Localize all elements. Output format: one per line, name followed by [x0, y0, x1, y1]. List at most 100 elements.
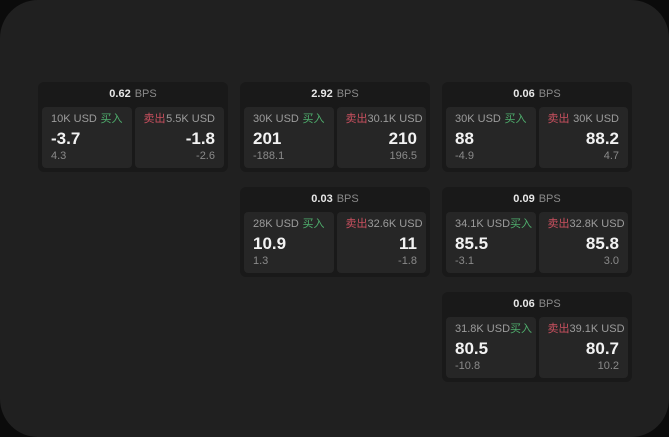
quote-body: 34.1K USD 买入 85.5 -3.1 卖出 32.8K USD 85.8… [442, 212, 632, 277]
quote-body: 28K USD 买入 10.9 1.3 卖出 32.6K USD 11 -1.8 [240, 212, 430, 277]
sell-panel[interactable]: 卖出 39.1K USD 80.7 10.2 [538, 317, 628, 378]
buy-label: 买入 [302, 113, 325, 125]
sell-label: 卖出 [547, 218, 570, 230]
quote-card: 2.92 BPS 30K USD 买入 201 -188.1 卖出 30.1K … [240, 82, 430, 172]
sell-price: 88.2 [585, 128, 619, 148]
quote-body: 10K USD 买入 -3.7 4.3 卖出 5.5K USD -1.8 -2.… [38, 107, 228, 172]
buy-panel[interactable]: 31.8K USD 买入 80.5 -10.8 [446, 317, 536, 378]
spread-value: 0.03 [311, 193, 333, 205]
spread-header: 0.62 BPS [38, 82, 228, 107]
spread-value: 2.92 [311, 88, 333, 100]
sell-label: 卖出 [345, 113, 368, 125]
sell-sub-value: 4.7 [603, 150, 619, 162]
sell-sub-value: 196.5 [389, 150, 417, 162]
quote-card: 0.06 BPS 30K USD 买入 88 -4.9 卖出 30K USD 8… [442, 82, 632, 172]
sell-size: 39.1K USD [569, 323, 625, 335]
sell-price: 11 [399, 233, 417, 253]
sell-label: 卖出 [143, 113, 166, 125]
spread-value: 0.62 [109, 88, 131, 100]
quote-card: 0.03 BPS 28K USD 买入 10.9 1.3 卖出 32.6K US… [240, 187, 430, 277]
sell-price: 210 [388, 128, 417, 148]
buy-sub-value: 1.3 [253, 255, 269, 267]
quote-body: 30K USD 买入 88 -4.9 卖出 30K USD 88.2 4.7 [442, 107, 632, 172]
buy-size: 30K USD [253, 113, 299, 125]
spread-unit: BPS [538, 88, 561, 100]
buy-sub-value: -4.9 [455, 150, 474, 162]
sell-panel[interactable]: 卖出 30.1K USD 210 196.5 [336, 107, 426, 168]
spread-value: 0.06 [513, 88, 535, 100]
buy-top-row: 31.8K USD 买入 [455, 323, 532, 335]
buy-size: 30K USD [455, 113, 501, 125]
sell-size: 32.6K USD [367, 218, 423, 230]
spread-header: 2.92 BPS [240, 82, 430, 107]
sell-sub-value: 10.2 [597, 360, 619, 372]
sell-panel[interactable]: 卖出 32.8K USD 85.8 3.0 [538, 212, 628, 273]
buy-top-row: 30K USD 买入 [455, 114, 527, 125]
buy-price: 88 [455, 128, 474, 148]
spread-header: 0.06 BPS [442, 292, 632, 317]
spread-unit: BPS [336, 88, 359, 100]
sell-sub-value: -2.6 [196, 150, 215, 162]
spread-value: 0.09 [513, 193, 535, 205]
spread-unit: BPS [336, 193, 359, 205]
sell-label: 卖出 [547, 323, 570, 335]
buy-sub-value: -188.1 [253, 150, 285, 162]
sell-sub-value: 3.0 [603, 255, 619, 267]
sell-top-row: 卖出 32.8K USD [547, 218, 625, 230]
sell-size: 5.5K USD [166, 113, 215, 125]
buy-label: 买入 [100, 113, 123, 125]
spread-header: 0.03 BPS [240, 187, 430, 212]
spread-unit: BPS [538, 193, 561, 205]
sell-top-row: 卖出 32.6K USD [345, 218, 423, 230]
sell-top-row: 卖出 5.5K USD [144, 114, 216, 125]
buy-size: 34.1K USD [455, 218, 511, 230]
sell-price: 80.7 [585, 338, 619, 358]
buy-label: 买入 [504, 113, 527, 125]
buy-price: -3.7 [51, 128, 81, 148]
sell-sub-value: -1.8 [398, 255, 417, 267]
sell-size: 30.1K USD [367, 113, 423, 125]
buy-size: 28K USD [253, 218, 299, 230]
sell-panel[interactable]: 卖出 32.6K USD 11 -1.8 [336, 212, 426, 273]
buy-panel[interactable]: 34.1K USD 买入 85.5 -3.1 [446, 212, 536, 273]
sell-size: 30K USD [573, 113, 619, 125]
buy-panel[interactable]: 10K USD 买入 -3.7 4.3 [42, 107, 132, 168]
buy-panel[interactable]: 30K USD 买入 201 -188.1 [244, 107, 334, 168]
sell-panel[interactable]: 卖出 5.5K USD -1.8 -2.6 [134, 107, 224, 168]
sell-price: 85.8 [585, 233, 619, 253]
buy-panel[interactable]: 28K USD 买入 10.9 1.3 [244, 212, 334, 273]
buy-price: 10.9 [253, 233, 287, 253]
sell-size: 32.8K USD [569, 218, 625, 230]
spread-unit: BPS [538, 298, 561, 310]
buy-label: 买入 [510, 218, 533, 230]
spread-value: 0.06 [513, 298, 535, 310]
spread-header: 0.06 BPS [442, 82, 632, 107]
quote-body: 31.8K USD 买入 80.5 -10.8 卖出 39.1K USD 80.… [442, 317, 632, 382]
spread-unit: BPS [134, 88, 157, 100]
spread-header: 0.09 BPS [442, 187, 632, 212]
sell-panel[interactable]: 卖出 30K USD 88.2 4.7 [538, 107, 628, 168]
sell-label: 卖出 [547, 113, 570, 125]
buy-top-row: 28K USD 买入 [253, 219, 325, 230]
buy-label: 买入 [510, 323, 533, 335]
sell-label: 卖出 [345, 218, 368, 230]
buy-top-row: 34.1K USD 买入 [455, 218, 532, 230]
sell-top-row: 卖出 30.1K USD [345, 113, 423, 125]
buy-top-row: 30K USD 买入 [253, 114, 325, 125]
quotes-grid: 0.62 BPS 10K USD 买入 -3.7 4.3 卖出 5.5K USD… [38, 82, 632, 382]
buy-sub-value: -3.1 [455, 255, 474, 267]
buy-sub-value: -10.8 [455, 360, 481, 372]
sell-top-row: 卖出 39.1K USD [547, 323, 625, 335]
buy-size: 10K USD [51, 113, 97, 125]
buy-size: 31.8K USD [455, 323, 511, 335]
quote-card: 0.06 BPS 31.8K USD 买入 80.5 -10.8 卖出 39.1… [442, 292, 632, 382]
buy-panel[interactable]: 30K USD 买入 88 -4.9 [446, 107, 536, 168]
buy-label: 买入 [302, 218, 325, 230]
buy-price: 201 [253, 128, 282, 148]
buy-price: 80.5 [455, 338, 489, 358]
quote-card: 0.62 BPS 10K USD 买入 -3.7 4.3 卖出 5.5K USD… [38, 82, 228, 172]
quote-body: 30K USD 买入 201 -188.1 卖出 30.1K USD 210 1… [240, 107, 430, 172]
quote-card: 0.09 BPS 34.1K USD 买入 85.5 -3.1 卖出 32.8K… [442, 187, 632, 277]
buy-top-row: 10K USD 买入 [51, 114, 123, 125]
